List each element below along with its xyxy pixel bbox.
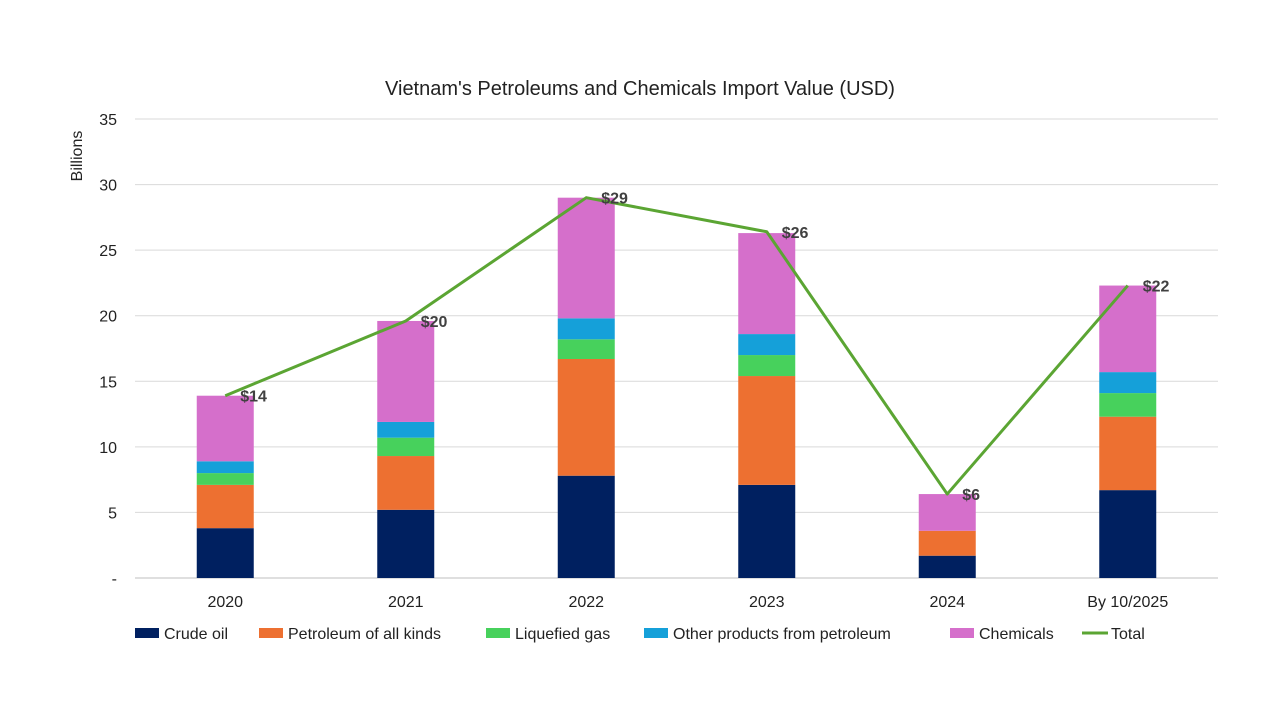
legend-label: Other products from petroleum — [673, 626, 891, 643]
data-label: $6 — [962, 487, 980, 504]
bar-liquefied-gas — [377, 437, 435, 457]
legend-item: Liquefied gas — [486, 626, 610, 643]
bar-chemicals — [738, 233, 796, 335]
y-tick-label: 15 — [99, 374, 117, 391]
chart-title: Vietnam's Petroleums and Chemicals Impor… — [385, 78, 895, 100]
legend-item: Petroleum of all kinds — [259, 626, 441, 643]
total-line — [224, 196, 1129, 496]
total-line-path — [224, 196, 1129, 496]
legend-item: Other products from petroleum — [644, 626, 891, 643]
y-tick-label: - — [112, 571, 117, 588]
bar-other-products-from-petroleum — [377, 421, 435, 438]
bar-petroleum-of-all-kinds — [196, 484, 254, 529]
bar-crude-oil — [196, 528, 254, 578]
y-tick-label: 30 — [99, 178, 117, 195]
legend-label: Chemicals — [979, 626, 1054, 643]
bar-chemicals — [196, 395, 254, 462]
y-tick-label: 25 — [99, 243, 117, 260]
bar-crude-oil — [738, 484, 796, 578]
bar-crude-oil — [377, 509, 435, 578]
legend-swatch — [259, 628, 283, 638]
bar-liquefied-gas — [1099, 393, 1157, 417]
x-tick-label: 2023 — [749, 594, 785, 611]
data-label: $22 — [1143, 279, 1170, 296]
x-axis-ticks: 2020 2021 2022 2023 2024 By 10/2025 — [207, 594, 1168, 611]
x-tick-label: 2021 — [388, 594, 424, 611]
data-labels: $14 $20 $29 $26 $6 $22 — [240, 191, 1169, 504]
data-label: $26 — [782, 225, 809, 242]
legend: Crude oil Petroleum of all kinds Liquefied… — [135, 626, 1145, 643]
legend-swatch — [644, 628, 668, 638]
bar-other-products-from-petroleum — [196, 461, 254, 474]
bar-petroleum-of-all-kinds — [738, 376, 796, 485]
x-tick-label: By 10/2025 — [1087, 594, 1168, 611]
legend-item: Total — [1082, 626, 1145, 643]
y-tick-label: 35 — [99, 112, 117, 129]
bar-petroleum-of-all-kinds — [918, 530, 976, 556]
bar-crude-oil — [557, 475, 615, 578]
bar-petroleum-of-all-kinds — [377, 456, 435, 510]
bar-chemicals — [557, 197, 615, 319]
y-axis-label: Billions — [69, 131, 86, 182]
bar-liquefied-gas — [557, 339, 615, 359]
legend-item: Crude oil — [135, 626, 228, 643]
bar-liquefied-gas — [196, 473, 254, 485]
bars — [196, 197, 1157, 578]
legend-label: Petroleum of all kinds — [288, 626, 441, 643]
bar-petroleum-of-all-kinds — [557, 358, 615, 476]
legend-swatch — [486, 628, 510, 638]
x-tick-label: 2022 — [568, 594, 604, 611]
y-axis-ticks: - 5 10 15 20 25 30 35 — [99, 112, 117, 588]
bar-crude-oil — [918, 555, 976, 578]
y-tick-label: 5 — [108, 505, 117, 522]
bar-petroleum-of-all-kinds — [1099, 416, 1157, 491]
legend-label: Liquefied gas — [515, 626, 610, 643]
bar-chemicals — [918, 494, 976, 531]
legend-swatch — [950, 628, 974, 638]
bar-other-products-from-petroleum — [1099, 372, 1157, 394]
bar-liquefied-gas — [738, 355, 796, 377]
y-tick-label: 10 — [99, 440, 117, 457]
data-label: $14 — [240, 389, 267, 406]
legend-swatch — [135, 628, 159, 638]
bar-other-products-from-petroleum — [557, 318, 615, 340]
data-label: $20 — [421, 314, 448, 331]
legend-item: Chemicals — [950, 626, 1054, 643]
data-label: $29 — [601, 191, 628, 208]
x-tick-label: 2020 — [207, 594, 243, 611]
bar-chemicals — [1099, 285, 1157, 373]
bar-chemicals — [377, 320, 435, 422]
y-tick-label: 20 — [99, 309, 117, 326]
bar-other-products-from-petroleum — [738, 334, 796, 356]
legend-label: Crude oil — [164, 626, 228, 643]
bar-crude-oil — [1099, 490, 1157, 578]
x-tick-label: 2024 — [929, 594, 965, 611]
legend-label: Total — [1111, 626, 1145, 643]
gridlines — [135, 118, 1218, 579]
